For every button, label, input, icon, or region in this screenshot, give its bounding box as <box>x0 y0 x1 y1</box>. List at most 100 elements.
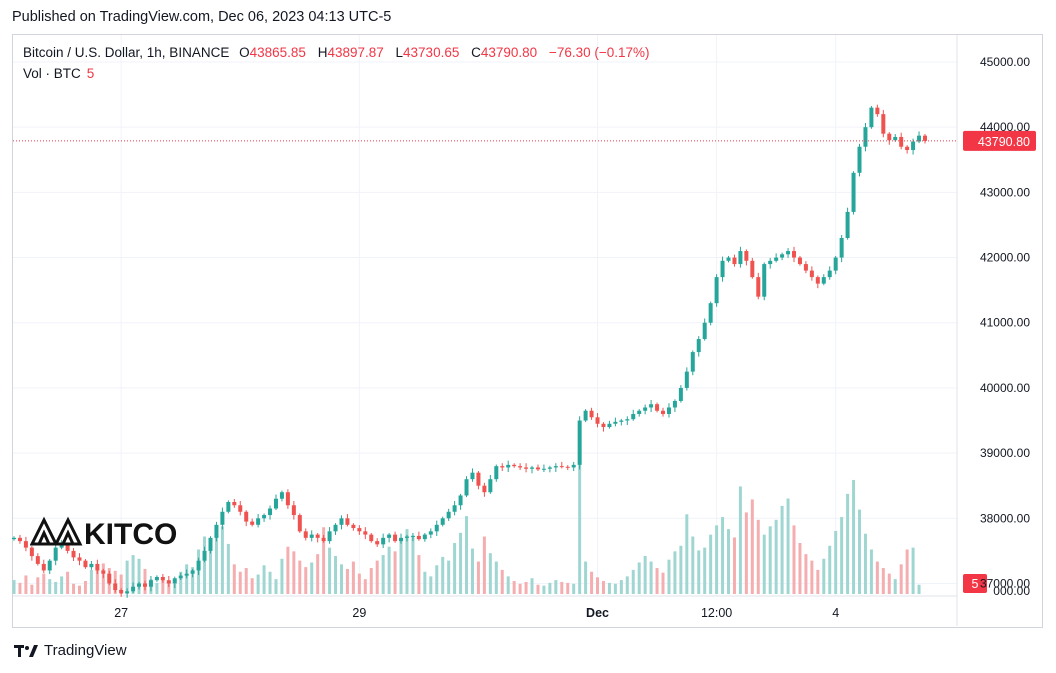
candle-body <box>285 492 290 506</box>
candle-body <box>571 464 576 468</box>
candle-body <box>744 251 749 261</box>
candle-body <box>333 524 338 532</box>
candle-body <box>506 464 511 468</box>
volume-bar <box>310 562 314 594</box>
x-tick-label: 4 <box>832 606 839 620</box>
y-tick-label-bottom: 000.00 <box>993 584 1030 598</box>
candle-body <box>327 531 332 542</box>
candle-body <box>166 580 171 584</box>
candle-body <box>565 466 570 468</box>
volume-bar <box>298 560 302 594</box>
candle-body <box>315 534 320 538</box>
candle-body <box>845 211 850 238</box>
candle-body <box>917 135 922 142</box>
candle-body <box>279 492 284 499</box>
candle-body <box>893 136 898 141</box>
candle-body <box>637 410 642 414</box>
candle-body <box>839 238 844 258</box>
volume-bar <box>488 553 492 594</box>
y-tick-label: 42000.00 <box>980 251 1030 265</box>
volume-bar <box>316 554 320 594</box>
volume-bar <box>131 555 135 594</box>
volume-bar <box>48 579 52 594</box>
candle-body <box>220 511 225 525</box>
volume-bar <box>375 560 379 594</box>
volume-bar <box>399 538 403 594</box>
candle-body <box>911 141 916 150</box>
volume-bar <box>429 576 433 594</box>
volume-bar <box>768 526 772 594</box>
volume-bar <box>208 540 212 594</box>
candle-body <box>65 544 70 551</box>
chart-frame[interactable] <box>12 34 1043 628</box>
candle-body <box>512 464 517 467</box>
volume-bar <box>506 576 510 594</box>
low-label: L <box>395 45 404 60</box>
candle-body <box>803 264 808 271</box>
high-label: H <box>317 45 328 60</box>
candle-body <box>655 404 660 411</box>
volume-bar <box>417 555 421 594</box>
volume-bar <box>590 571 594 594</box>
volume-bar <box>101 563 105 594</box>
volume-bar <box>381 555 385 594</box>
y-tick-label: 41000.00 <box>980 316 1030 330</box>
candle-body <box>780 254 785 258</box>
volume-bar <box>363 579 367 594</box>
candle-body <box>613 421 618 424</box>
x-tick-label: 27 <box>114 606 128 620</box>
volume-bar <box>852 479 856 594</box>
volume-bar <box>703 547 707 594</box>
tradingview-logo-icon <box>14 644 38 657</box>
volume-bar <box>518 583 522 594</box>
volume-bar <box>744 512 748 594</box>
volume-bar <box>328 547 332 594</box>
candle-body <box>190 570 195 574</box>
volume-bar <box>601 581 605 594</box>
volume-bar <box>262 565 266 594</box>
candle-body <box>607 423 612 428</box>
candle-body <box>369 534 374 542</box>
volume-bar <box>858 509 862 594</box>
candle-body <box>797 257 802 265</box>
volume-bar <box>256 574 260 594</box>
volume-bar <box>732 537 736 594</box>
volume-bar <box>60 576 64 594</box>
candle-body <box>458 495 463 506</box>
volume-bar <box>512 581 516 594</box>
volume-bar <box>899 564 903 594</box>
candle-body <box>172 578 177 584</box>
candle-body <box>83 560 88 568</box>
volume-bar <box>810 560 814 594</box>
volume-bar <box>863 533 867 594</box>
price-axis[interactable]: 45000.00 44000.00 43000.00 42000.00 41000.00… <box>980 55 1030 598</box>
volume-bar <box>179 571 183 594</box>
volume-bar <box>619 580 623 594</box>
candle-body <box>41 563 46 571</box>
candle-body <box>178 575 183 579</box>
volume-bar <box>357 573 361 594</box>
candle-body <box>244 511 249 522</box>
candle-body <box>750 260 755 278</box>
volume-bar <box>846 493 850 594</box>
volume-bar <box>554 580 558 594</box>
volume-bar <box>387 546 391 594</box>
volume-bar <box>697 550 701 594</box>
volume-bar <box>572 583 576 594</box>
last-price-badge-label: 43790.80 <box>978 135 1030 149</box>
candle-body <box>476 472 481 486</box>
tradingview-footer[interactable]: TradingView <box>14 642 127 659</box>
volume-bar <box>756 519 760 594</box>
volume-bar <box>447 560 451 594</box>
low-value: 43730.65 <box>403 45 460 60</box>
volume-bar <box>95 566 99 594</box>
candle-body <box>887 133 892 141</box>
volume-bar <box>494 561 498 594</box>
candle-body <box>792 251 797 258</box>
volume-bar <box>411 535 415 594</box>
candle-body <box>500 466 505 468</box>
volume-bar <box>286 546 290 594</box>
volume-bar <box>643 555 647 594</box>
